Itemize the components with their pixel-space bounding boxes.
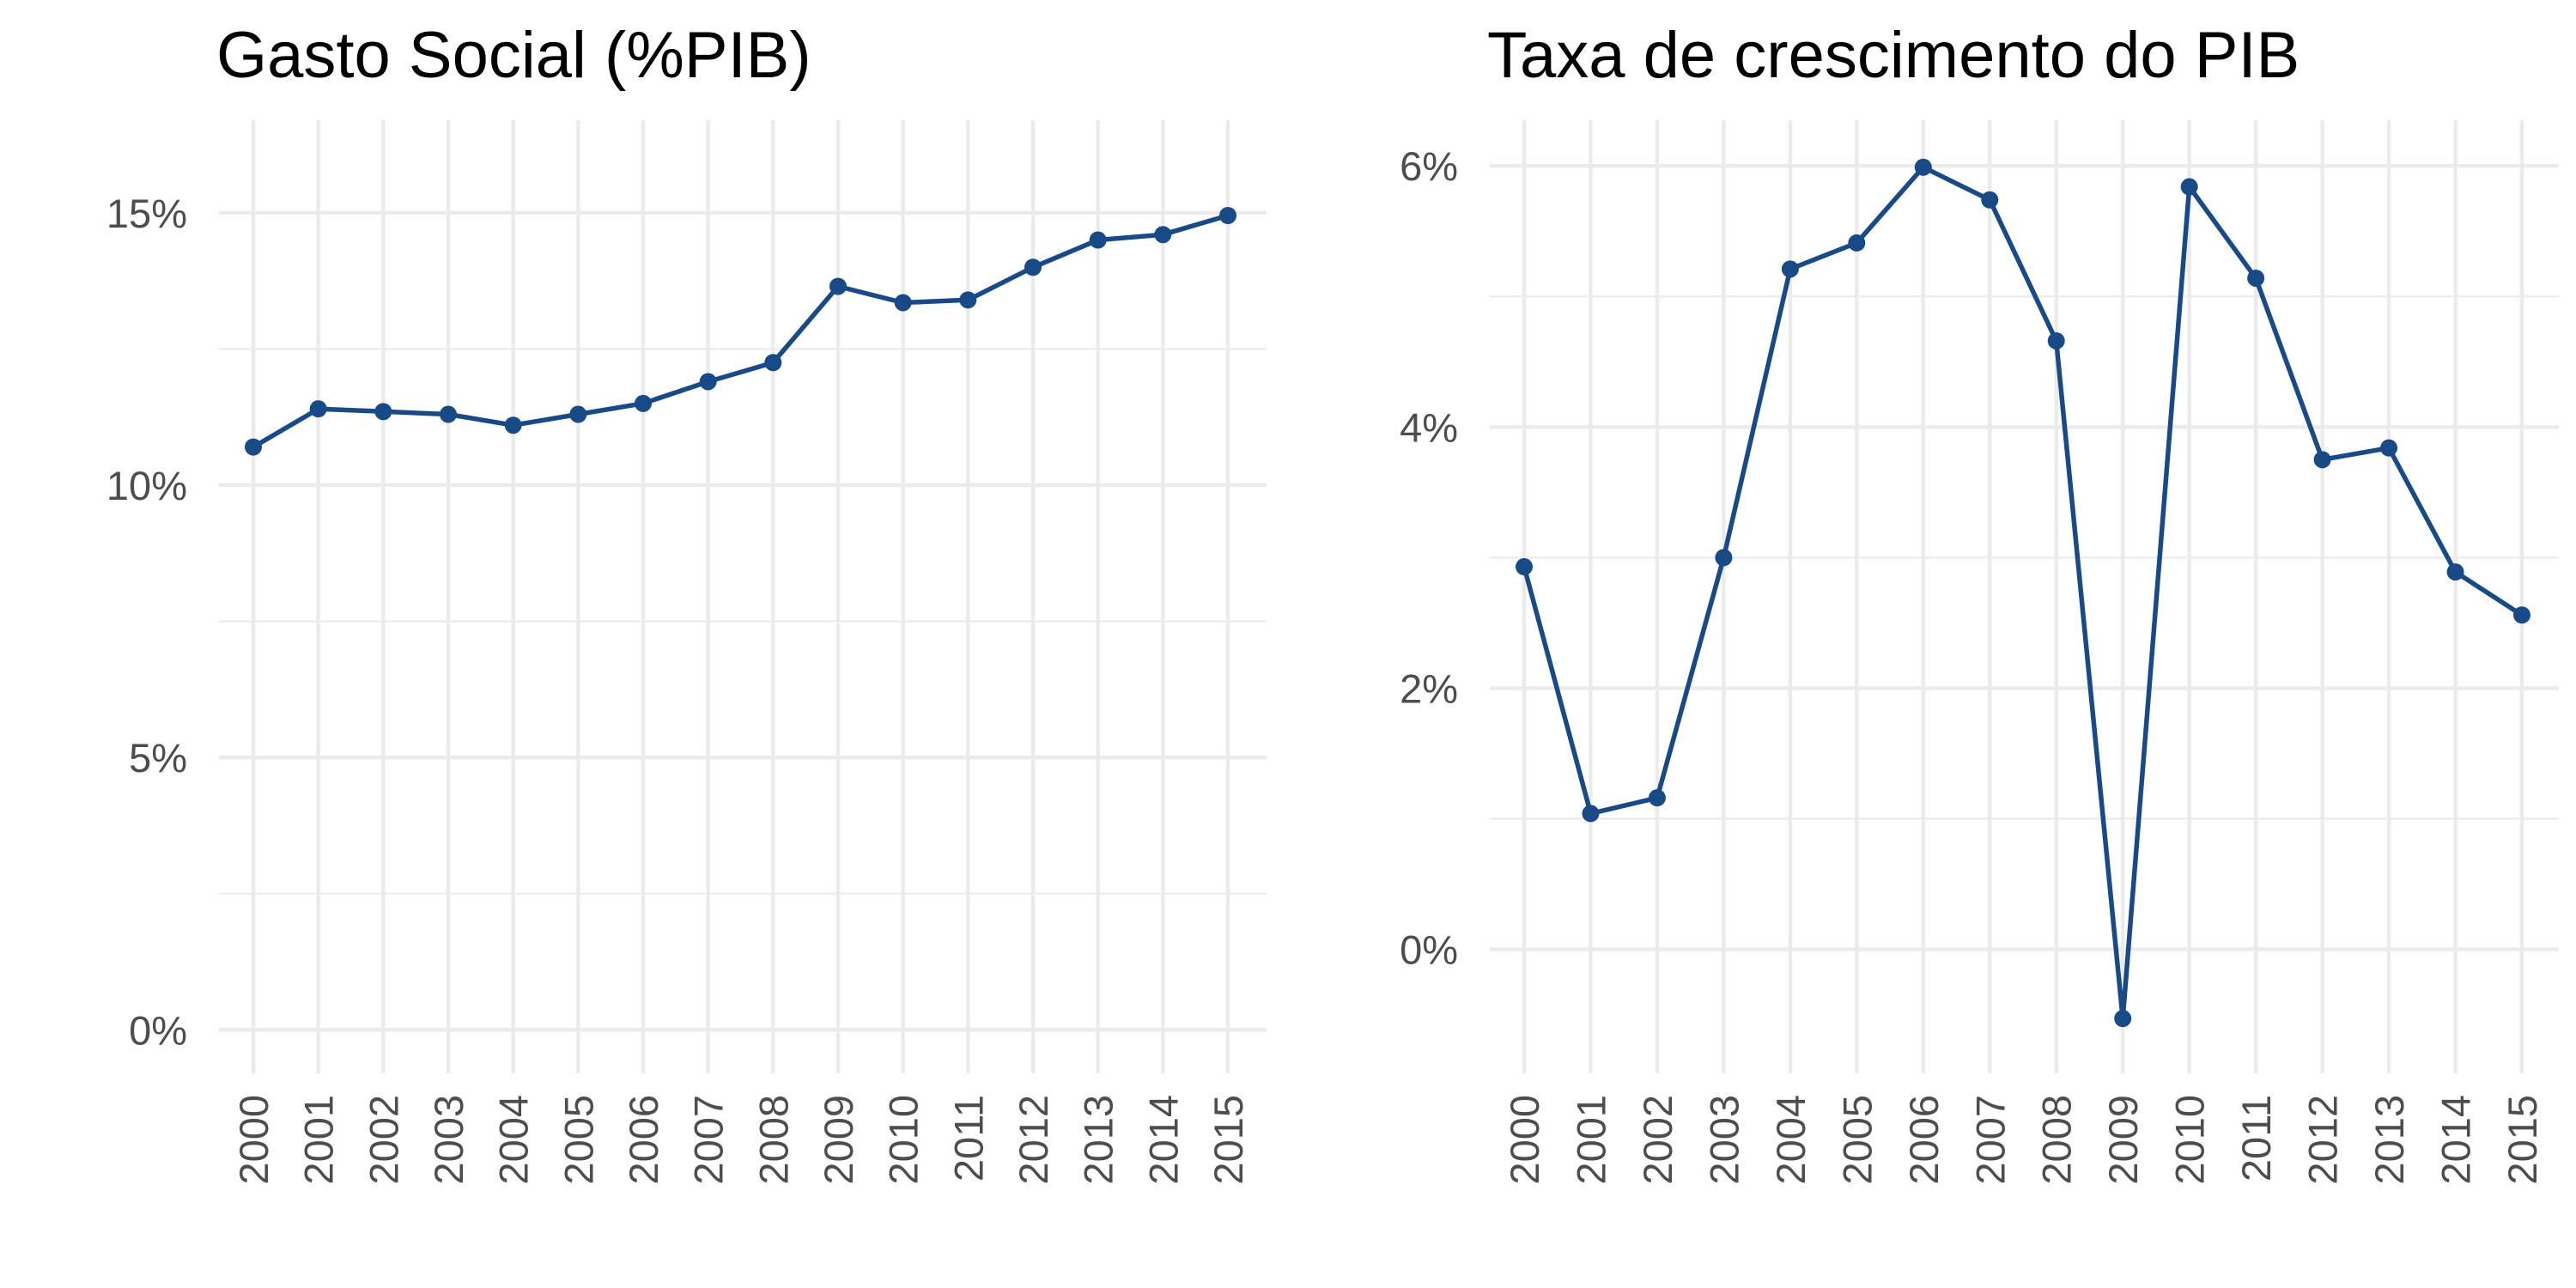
data-point — [2180, 178, 2198, 196]
data-point — [374, 403, 392, 421]
data-point — [440, 405, 457, 423]
x-tick-label: 2013 — [2366, 1095, 2412, 1185]
x-tick-label: 2004 — [491, 1095, 537, 1185]
x-tick-label: 2014 — [2433, 1095, 2479, 1185]
data-point — [1648, 789, 1666, 807]
y-tick-label: 2% — [1400, 665, 1458, 711]
x-tick-label: 2000 — [1502, 1095, 1547, 1185]
y-tick-label: 0% — [1400, 927, 1458, 973]
data-point — [1089, 231, 1107, 249]
data-point — [2313, 451, 2331, 469]
x-tick-label: 2008 — [2034, 1095, 2080, 1185]
x-tick-label: 2008 — [750, 1095, 796, 1185]
x-tick-label: 2001 — [296, 1095, 342, 1185]
x-tick-label: 2003 — [1701, 1095, 1747, 1185]
data-point — [894, 294, 912, 312]
x-tick-label: 2000 — [231, 1095, 276, 1185]
x-tick-label: 2015 — [1206, 1095, 1251, 1185]
x-tick-label: 2012 — [2300, 1095, 2346, 1185]
x-tick-label: 2004 — [1768, 1095, 1814, 1185]
x-tick-label: 2014 — [1140, 1095, 1186, 1185]
x-tick-label: 2013 — [1076, 1095, 1121, 1185]
data-point — [1516, 558, 1533, 576]
data-point — [2446, 563, 2464, 581]
x-tick-label: 2012 — [1011, 1095, 1056, 1185]
x-tick-label: 2007 — [686, 1095, 732, 1185]
chart-title: Gasto Social (%PIB) — [216, 19, 811, 92]
x-tick-label: 2010 — [881, 1095, 927, 1185]
x-tick-label: 2011 — [945, 1095, 991, 1182]
y-tick-label: 10% — [106, 463, 187, 508]
data-point — [245, 438, 262, 456]
data-point — [2114, 1010, 2132, 1028]
data-point — [1154, 226, 1172, 244]
x-tick-label: 2002 — [1635, 1095, 1680, 1185]
data-point — [829, 277, 847, 295]
x-tick-label: 2003 — [426, 1095, 471, 1185]
data-point — [1981, 191, 1999, 209]
y-tick-label: 15% — [106, 191, 187, 236]
data-point — [699, 373, 717, 391]
x-tick-label: 2006 — [1901, 1095, 1947, 1185]
data-point — [764, 354, 782, 372]
data-point — [1715, 549, 1733, 567]
y-tick-label: 6% — [1400, 143, 1458, 189]
y-tick-label: 4% — [1400, 404, 1458, 450]
x-tick-label: 2011 — [2233, 1095, 2279, 1182]
data-point — [2380, 439, 2398, 457]
data-point — [1582, 805, 1600, 823]
x-tick-label: 2005 — [1834, 1095, 1880, 1185]
data-point — [959, 291, 977, 309]
chart-title: Taxa de crescimento do PIB — [1487, 19, 2300, 92]
series-line — [251, 213, 1230, 450]
data-point — [1914, 158, 1932, 176]
data-point — [309, 400, 327, 418]
data-point — [635, 394, 652, 412]
y-tick-label: 0% — [129, 1007, 187, 1053]
data-point — [2247, 269, 2265, 287]
data-point — [1024, 258, 1042, 276]
chart-panel-2: 0% 2% 4% 6% 2000 2001 2002 2003 2004 2005 2006 2007… — [1400, 19, 2559, 1185]
data-point — [569, 405, 587, 423]
data-point — [2513, 606, 2530, 624]
x-tick-label: 2007 — [1967, 1095, 2013, 1185]
y-tick-label: 5% — [129, 735, 187, 781]
x-tick-label: 2009 — [816, 1095, 861, 1185]
data-point — [1781, 260, 1799, 278]
x-tick-label: 2002 — [361, 1095, 406, 1185]
x-tick-label: 2010 — [2167, 1095, 2213, 1185]
data-point — [1219, 207, 1236, 224]
x-tick-label: 2015 — [2500, 1095, 2545, 1185]
data-point — [1848, 234, 1866, 252]
x-tick-label: 2001 — [1568, 1095, 1613, 1185]
chart-panel-1: 0% 5% 10% 15% 2000 2001 2002 2003 2004 2005 2006 20… — [106, 19, 1267, 1185]
x-tick-label: 2005 — [556, 1095, 601, 1185]
x-tick-label: 2006 — [621, 1095, 666, 1185]
data-point — [504, 416, 522, 434]
series-line — [1522, 164, 2524, 1021]
x-tick-label: 2009 — [2100, 1095, 2146, 1185]
data-point — [2047, 331, 2065, 349]
